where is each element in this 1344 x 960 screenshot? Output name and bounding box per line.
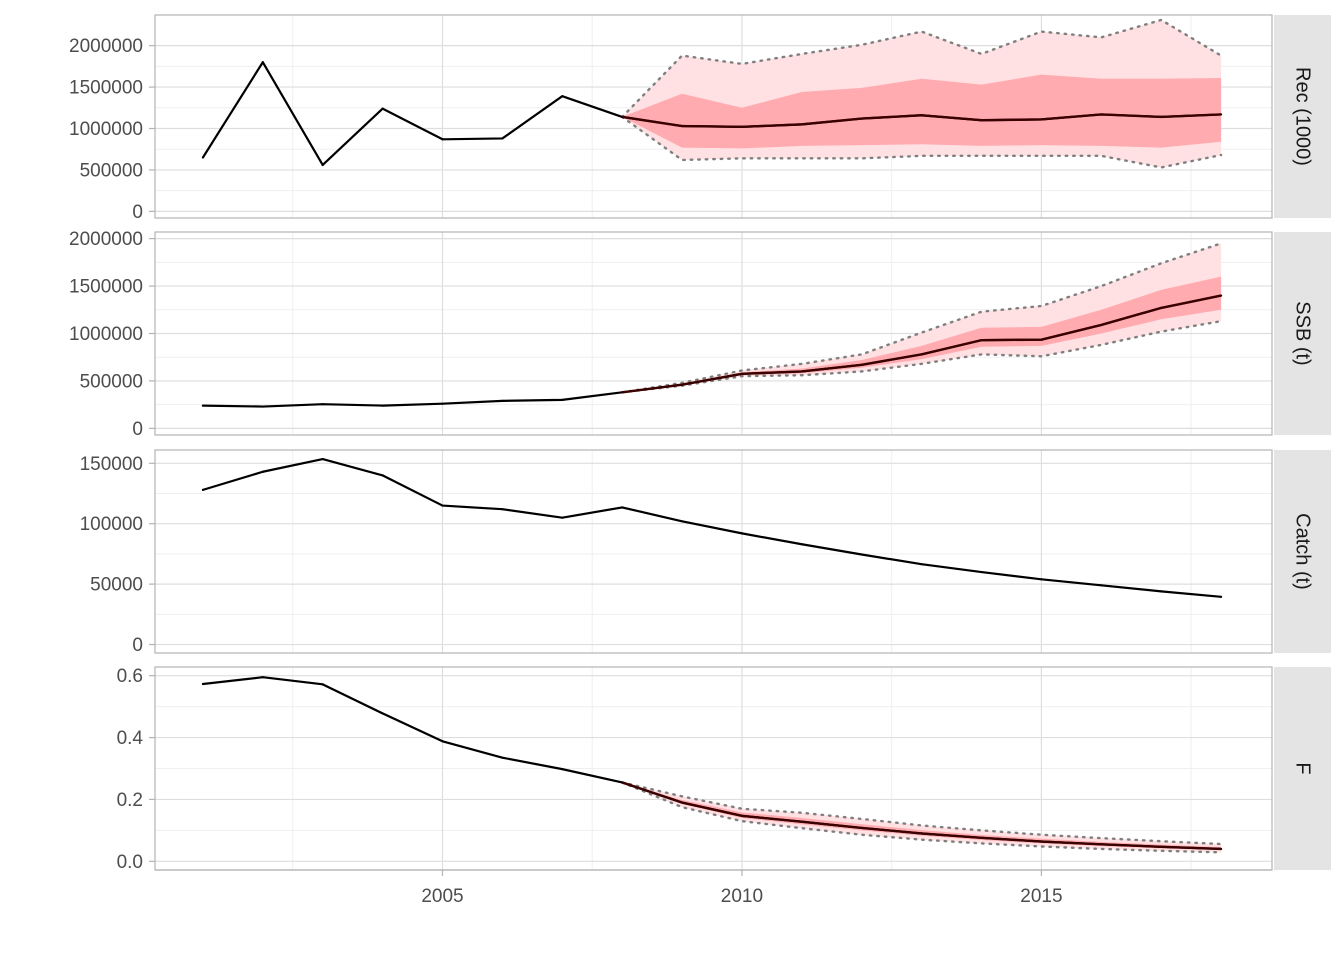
y-tick-label: 0 [132,635,143,656]
panel-data [201,457,1223,598]
data-point [261,470,264,473]
data-point [1219,595,1223,598]
data-point [501,399,504,402]
y-tick-label: 500000 [80,371,143,392]
facet-strip [1274,232,1331,435]
data-point [920,563,923,566]
panel-3: 0 50000 100000 150000 Catch (t) [80,449,1331,656]
projection-band-50 [622,74,1222,149]
data-point [561,516,564,519]
data-point [561,768,564,771]
panel-4: 0.0 0.2 0.4 0.6 F [117,666,1331,873]
y-tick-label: 1000000 [69,324,143,345]
projection-median-line [622,294,1222,394]
data-point [501,137,504,140]
ci-upper-dotted-line [620,18,1223,119]
facet-strip-label: F [1292,762,1314,774]
data-point [261,405,264,408]
data-point [1160,590,1163,593]
x-tick-label: 2005 [421,886,463,907]
x-tick-label: 2010 [721,886,763,907]
panel-data [201,676,1223,854]
data-point [1100,584,1103,587]
data-point [261,676,264,679]
data-point [201,682,205,686]
data-point [501,508,504,511]
panel-data [201,18,1223,169]
y-tick-label: 150000 [80,454,143,475]
panel-data [201,242,1223,408]
series-line [202,457,1222,598]
ci-upper-dotted-line [620,242,1223,394]
data-point [561,398,564,402]
data-point [321,403,324,406]
facet-strip [1274,15,1331,218]
y-tick-label: 0.2 [117,790,143,811]
y-tick-label: 2000000 [69,36,143,57]
y-tick-label: 0.4 [117,728,144,749]
facet-strip [1274,450,1331,653]
data-point [321,457,324,461]
projection-median-line [621,781,1222,851]
y-tick-label: 0.6 [117,666,143,687]
data-point [441,402,444,405]
data-point [1040,578,1043,581]
data-point [980,570,983,574]
data-point [201,404,205,407]
data-point [501,756,504,759]
y-tick-label: 1500000 [69,78,143,99]
data-point [201,488,205,491]
data-point [321,163,324,167]
data-point [381,474,384,477]
ci-upper-dotted-line [620,781,1223,846]
data-point [680,520,684,523]
ci-lower-dotted-line [620,319,1223,394]
x-axis: 2005 2010 2015 [155,869,1272,907]
panel-background [155,450,1272,653]
data-point [381,107,384,110]
ci-lower-dotted-line [620,781,1223,854]
data-point [201,156,205,159]
panel-border [154,449,1273,654]
data-point [621,506,624,509]
y-tick-label: 0 [132,419,143,440]
y-tick-label: 100000 [80,514,143,535]
data-point [441,138,444,141]
data-point [441,740,444,743]
facet-strip-label: Catch (t) [1292,513,1314,590]
y-tick-label: 1500000 [69,277,143,298]
data-point [740,532,744,535]
projection-median-line [621,113,1222,129]
data-point [800,543,803,546]
data-point [321,683,324,686]
panel-border [154,14,1273,219]
y-tick-label: 0 [132,202,143,223]
data-point [441,504,444,507]
data-point [261,61,264,64]
facet-strip-label: Rec (1000) [1292,67,1314,166]
y-tick-label: 1000000 [69,119,143,140]
panel-1: 0 500000 1000000 1500000 2000000 Rec (1000) [69,14,1331,223]
facet-strip-label: SSB (t) [1292,301,1314,365]
panel-2: 0 500000 1000000 1500000 2000000 SSB (t) [69,229,1331,440]
data-point [381,404,384,407]
x-tick-label: 2015 [1020,886,1062,907]
data-point [860,553,863,556]
data-point [381,712,384,715]
facet-strip [1274,667,1331,870]
ci-lower-dotted-line [620,115,1223,169]
y-tick-label: 0.0 [117,852,143,873]
data-point [561,95,564,98]
y-tick-label: 500000 [80,160,143,181]
y-tick-label: 50000 [90,575,143,596]
y-tick-label: 2000000 [69,229,143,250]
